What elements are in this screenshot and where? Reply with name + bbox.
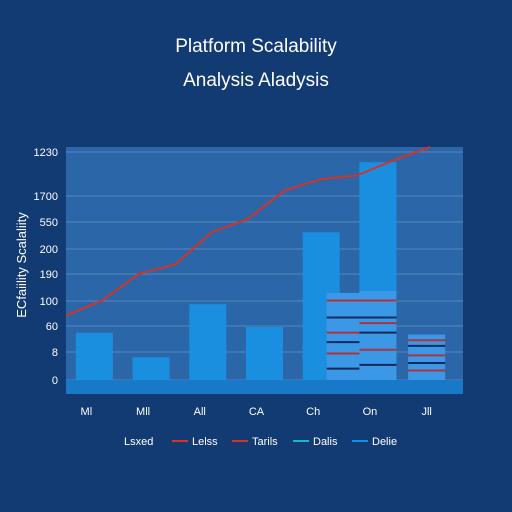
x-tick-label: All: [194, 406, 206, 418]
y-tick-label: 1230: [34, 147, 58, 159]
y-tick-label: 100: [40, 296, 58, 308]
y-axis-label: ECfaiility Scalaliity: [14, 212, 29, 318]
y-tick-label: 190: [40, 269, 58, 281]
legend-item-label: Tarils: [252, 436, 278, 448]
legend-title: Lsxed: [124, 436, 153, 448]
y-tick-label: 60: [46, 321, 58, 333]
legend-item-label: Dalis: [313, 436, 338, 448]
x-tick-label: CA: [249, 406, 265, 418]
x-tick-label: On: [363, 406, 378, 418]
x-tick-label: Ml: [81, 406, 93, 418]
y-tick-label: 200: [40, 244, 58, 256]
y-tick-label: 550: [40, 217, 58, 229]
x-tick-label: Mll: [136, 406, 150, 418]
legend-item-label: Lelss: [192, 436, 218, 448]
bar: [246, 326, 283, 380]
bar: [132, 357, 170, 380]
chart-title-line-2: Analysis Aladysis: [183, 70, 329, 91]
y-tick-label: 1700: [34, 191, 58, 203]
x-axis-baseline: [66, 380, 463, 394]
legend-item-label: Delie: [372, 436, 397, 448]
chart-title-line-1: Platform Scalability: [175, 36, 337, 57]
stacked-bar: [408, 334, 446, 380]
series-line: [65, 146, 431, 317]
bar: [189, 304, 227, 380]
stacked-bar: [359, 290, 397, 380]
y-tick-label: 8: [52, 347, 58, 359]
x-tick-label: Jll: [421, 406, 431, 418]
stacked-bar: [326, 292, 364, 380]
x-tick-label: Ch: [306, 406, 320, 418]
bar: [75, 332, 113, 380]
y-tick-label: 0: [52, 375, 58, 387]
